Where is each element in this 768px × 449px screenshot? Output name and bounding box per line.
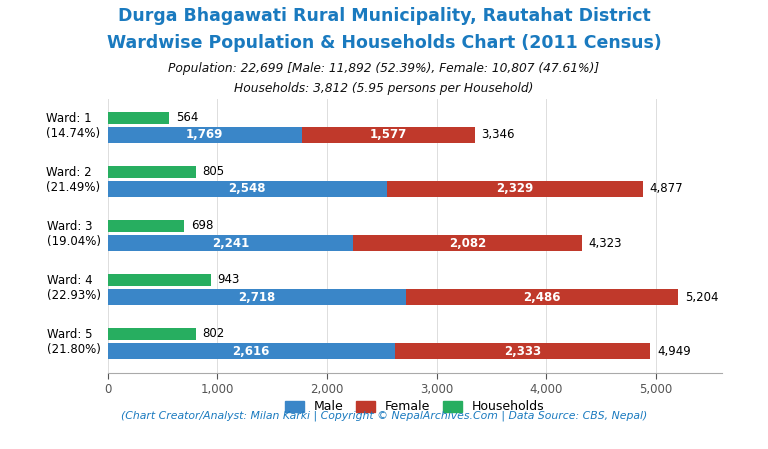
Text: 2,548: 2,548	[229, 182, 266, 195]
Text: 2,329: 2,329	[496, 182, 534, 195]
Text: 2,241: 2,241	[212, 237, 249, 250]
Bar	[108, 328, 196, 340]
Text: 802: 802	[202, 327, 224, 340]
Text: 805: 805	[203, 165, 224, 178]
Text: 2,333: 2,333	[504, 344, 541, 357]
Text: Population: 22,699 [Male: 11,892 (52.39%), Female: 10,807 (47.61%)]: Population: 22,699 [Male: 11,892 (52.39%…	[168, 62, 600, 75]
Bar	[353, 235, 582, 251]
Text: 4,877: 4,877	[649, 182, 683, 195]
Bar	[387, 181, 643, 197]
Text: 3,346: 3,346	[482, 128, 515, 141]
Bar	[108, 289, 406, 305]
Text: 2,082: 2,082	[449, 237, 486, 250]
Bar	[395, 343, 650, 359]
Bar	[108, 127, 302, 143]
Bar	[108, 166, 196, 178]
Text: 1,769: 1,769	[186, 128, 223, 141]
Text: 4,323: 4,323	[588, 237, 622, 250]
Text: 2,616: 2,616	[233, 344, 270, 357]
Text: 2,718: 2,718	[238, 291, 275, 304]
Bar	[108, 343, 395, 359]
Text: 2,486: 2,486	[523, 291, 561, 304]
Bar	[406, 289, 678, 305]
Bar	[108, 112, 170, 123]
Text: 564: 564	[176, 111, 198, 124]
Text: 943: 943	[217, 273, 240, 286]
Text: (Chart Creator/Analyst: Milan Karki | Copyright © NepalArchives.Com | Data Sourc: (Chart Creator/Analyst: Milan Karki | Co…	[121, 411, 647, 421]
Text: 5,204: 5,204	[685, 291, 719, 304]
Bar	[108, 220, 184, 232]
Text: 4,949: 4,949	[657, 344, 691, 357]
Text: Households: 3,812 (5.95 persons per Household): Households: 3,812 (5.95 persons per Hous…	[234, 82, 534, 95]
Text: Durga Bhagawati Rural Municipality, Rautahat District: Durga Bhagawati Rural Municipality, Raut…	[118, 7, 650, 25]
Legend: Male, Female, Households: Male, Female, Households	[280, 396, 549, 418]
Bar	[302, 127, 475, 143]
Bar	[108, 274, 211, 286]
Bar	[108, 235, 353, 251]
Bar	[108, 181, 387, 197]
Text: Wardwise Population & Households Chart (2011 Census): Wardwise Population & Households Chart (…	[107, 34, 661, 52]
Text: 1,577: 1,577	[369, 128, 407, 141]
Text: 698: 698	[190, 219, 213, 232]
